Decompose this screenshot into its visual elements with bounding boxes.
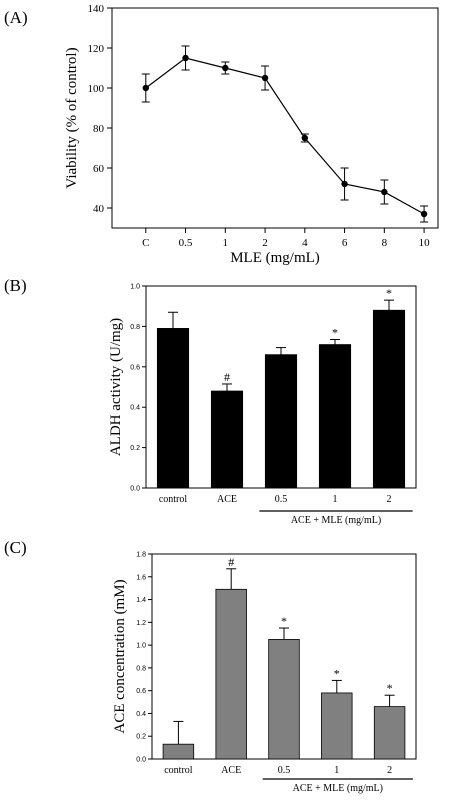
x-category-label: 2 <box>387 765 392 776</box>
data-point <box>261 74 269 82</box>
panel-b: (B) 0.0 0.2 0.4 0.6 0.8 1.0 control # ACE 0.5 * 1 * 2 A… <box>0 268 474 530</box>
bar <box>373 706 406 760</box>
x-category-label: control <box>159 494 188 505</box>
data-point <box>182 54 189 62</box>
x-tick-label: 1 <box>223 237 229 249</box>
x-category-label: ACE <box>221 765 241 776</box>
y-tick-label: 1.0 <box>130 284 140 291</box>
bar <box>156 328 190 489</box>
significance-marker: * <box>386 286 392 300</box>
x-category-label: 0.5 <box>275 494 288 505</box>
data-point <box>341 180 348 188</box>
x-category-label: control <box>164 765 193 776</box>
y-tick-label: 1.8 <box>136 552 146 559</box>
bar <box>162 743 195 760</box>
bar <box>321 692 353 760</box>
group-label: ACE + MLE (mg/mL) <box>291 515 381 526</box>
y-tick-label: 40 <box>93 203 105 215</box>
x-category-label: ACE <box>217 494 237 505</box>
data-point <box>301 134 309 142</box>
x-tick-label: 2 <box>262 237 268 249</box>
chart-c-ace: (C) 0.0 0.2 0.4 0.6 0.8 1.0 1.2 1.4 1.6 1.8 control… <box>4 538 417 794</box>
panel-c: (C) 0.0 0.2 0.4 0.6 0.8 1.0 1.2 1.4 1.6 1.8 control… <box>0 530 474 800</box>
y-tick-label: 1.4 <box>136 597 146 604</box>
data-point <box>381 188 388 196</box>
bar <box>264 354 298 489</box>
chart-a-viability: (A) 40 60 80 100 120 140 C 0.5 1 2 4 6 8 10 MLE (mg/mL)… <box>4 3 439 266</box>
y-tick-label: 140 <box>88 3 105 15</box>
y-tick-label: 120 <box>88 43 105 55</box>
y-tick-label: 100 <box>88 83 105 95</box>
data-point <box>142 84 149 92</box>
panel-label: (B) <box>4 276 27 295</box>
bar <box>318 344 352 489</box>
x-category-label: 1 <box>333 494 338 505</box>
series-line <box>145 57 425 215</box>
significance-marker: * <box>332 326 338 340</box>
y-tick-label: 0.2 <box>136 734 146 741</box>
y-tick-label: 60 <box>93 163 105 175</box>
x-tick-label: 8 <box>382 237 388 249</box>
significance-marker: # <box>228 555 234 569</box>
significance-marker: * <box>281 614 287 628</box>
significance-marker: * <box>334 666 340 680</box>
y-tick-label: 0.4 <box>130 405 140 412</box>
y-tick-label: 0.6 <box>136 688 146 695</box>
y-axis-title: ACE concentration (mM) <box>112 579 128 733</box>
significance-marker: # <box>224 370 230 384</box>
bar <box>215 588 247 760</box>
y-tick-label: 0.0 <box>130 486 140 493</box>
group-label: ACE + MLE (mg/mL) <box>293 783 383 794</box>
x-tick-label: 10 <box>419 237 431 249</box>
y-axis-title: Viability (% of control) <box>64 47 80 188</box>
y-tick-label: 0.8 <box>130 324 140 331</box>
bar <box>268 639 300 760</box>
plot-frame <box>111 7 439 229</box>
y-tick-label: 0.8 <box>136 665 146 672</box>
y-tick-label: 0.6 <box>130 364 140 371</box>
y-tick-label: 80 <box>93 123 105 135</box>
y-tick-label: 0.0 <box>136 757 146 764</box>
x-category-label: 1 <box>334 765 339 776</box>
panel-label: (C) <box>4 538 27 557</box>
y-tick-label: 1.2 <box>136 620 146 627</box>
x-tick-label: 0.5 <box>179 237 193 249</box>
significance-marker: * <box>387 681 393 695</box>
y-tick-label: 0.2 <box>130 445 140 452</box>
x-tick-label: C <box>142 237 149 249</box>
bar <box>210 390 244 489</box>
panel-a: (A) 40 60 80 100 120 140 C 0.5 1 2 4 6 8 10 MLE (mg/mL)… <box>0 0 474 268</box>
data-point <box>420 210 428 218</box>
y-tick-label: 1.6 <box>136 574 146 581</box>
y-tick-label: 0.4 <box>136 711 146 718</box>
x-tick-label: 6 <box>342 237 348 249</box>
bar <box>372 309 406 489</box>
x-axis-title: MLE (mg/mL) <box>230 250 320 266</box>
x-category-label: 2 <box>387 494 392 505</box>
y-axis-title: ALDH activity (U/mg) <box>108 318 124 456</box>
data-point <box>222 64 229 72</box>
x-category-label: 0.5 <box>278 765 291 776</box>
y-tick-label: 1.0 <box>136 643 146 650</box>
x-tick-label: 4 <box>302 237 308 249</box>
panel-label: (A) <box>4 8 28 27</box>
